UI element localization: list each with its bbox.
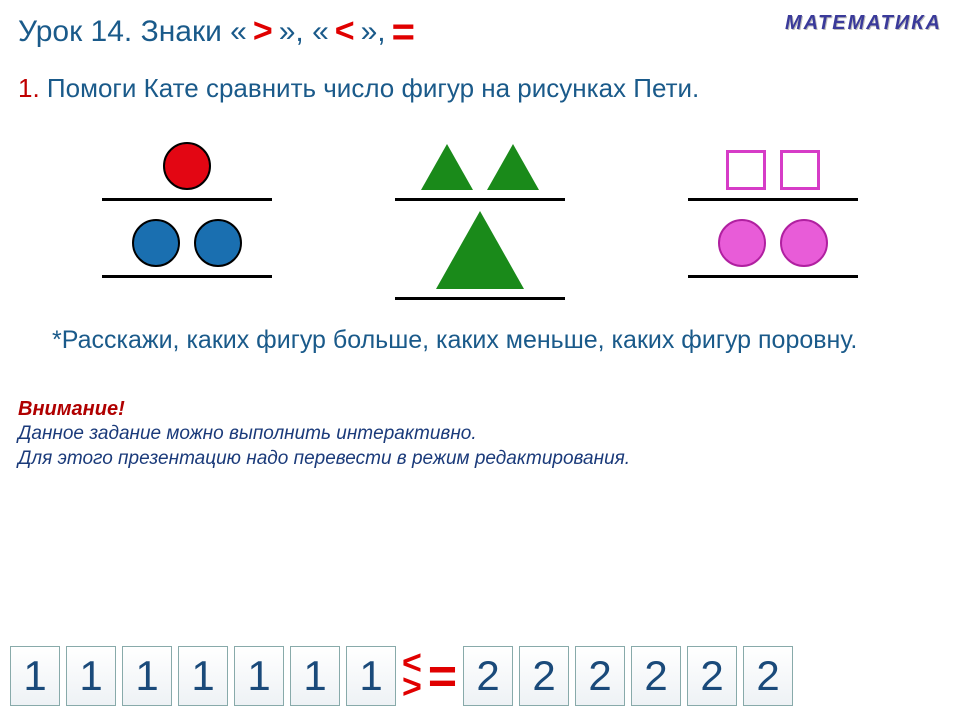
shape-line-top	[726, 132, 820, 190]
less-than-icon: <	[335, 12, 355, 51]
triangle-shape	[487, 144, 539, 190]
attention-line1: Данное задание можно выполнить интеракти…	[18, 421, 942, 447]
shape-group-3	[688, 132, 858, 300]
triangle-shape	[436, 211, 524, 289]
divider-line	[688, 198, 858, 201]
circle-shape	[163, 142, 211, 190]
number-tile[interactable]: 2	[463, 646, 513, 706]
header: Урок 14. Знаки « > », « < », = МАТЕМАТИК…	[0, 0, 960, 51]
number-tile[interactable]: 1	[10, 646, 60, 706]
circle-shape	[194, 219, 242, 267]
shape-line-bottom	[132, 209, 242, 267]
greater-than-icon: >	[253, 12, 273, 51]
square-shape	[780, 150, 820, 190]
equals-icon[interactable]: =	[428, 647, 457, 705]
divider-line	[395, 297, 565, 300]
lesson-title: Урок 14. Знаки « > », « < », =	[18, 12, 415, 51]
shapes-row	[0, 104, 960, 300]
divider-line	[688, 275, 858, 278]
divider-line	[102, 198, 272, 201]
divider-line	[395, 198, 565, 201]
number-tile[interactable]: 2	[687, 646, 737, 706]
greater-than-icon[interactable]: >	[402, 676, 422, 700]
shape-group-1	[102, 132, 272, 300]
circle-shape	[718, 219, 766, 267]
attention-title: Внимание!	[18, 398, 942, 421]
divider-line	[102, 275, 272, 278]
circle-shape	[132, 219, 180, 267]
number-tile[interactable]: 2	[743, 646, 793, 706]
attention-block: Внимание! Данное задание можно выполнить…	[0, 358, 960, 472]
title-mid1: », «	[279, 15, 329, 49]
number-tile[interactable]: 2	[519, 646, 569, 706]
shape-group-2	[395, 132, 565, 300]
number-tile[interactable]: 1	[290, 646, 340, 706]
subtask-text: *Расскажи, каких фигур больше, каких мен…	[0, 300, 960, 358]
number-tile[interactable]: 1	[178, 646, 228, 706]
circle-shape	[780, 219, 828, 267]
attention-line2: Для этого презентацию надо перевести в р…	[18, 446, 942, 472]
shape-line-top	[163, 132, 211, 190]
equals-icon: =	[392, 16, 415, 48]
number-tile[interactable]: 1	[66, 646, 116, 706]
tiles-row: 1111111<>=222222	[10, 646, 950, 706]
title-prefix: Урок 14. Знаки «	[18, 15, 247, 49]
number-tile[interactable]: 1	[122, 646, 172, 706]
square-shape	[726, 150, 766, 190]
subject-label: МАТЕМАТИКА	[785, 12, 942, 35]
title-mid2: »,	[361, 15, 386, 49]
number-tile[interactable]: 2	[631, 646, 681, 706]
number-tile[interactable]: 2	[575, 646, 625, 706]
triangle-shape	[421, 144, 473, 190]
number-tile[interactable]: 1	[234, 646, 284, 706]
number-tile[interactable]: 1	[346, 646, 396, 706]
task-text: Помоги Кате сравнить число фигур на рису…	[47, 73, 699, 103]
task-number: 1.	[18, 73, 40, 103]
task-line: 1. Помоги Кате сравнить число фигур на р…	[0, 51, 960, 104]
operator-stack: <>	[402, 652, 422, 700]
shape-line-bottom	[718, 209, 828, 267]
shape-line-top	[421, 132, 539, 190]
shape-line-bottom	[436, 209, 524, 289]
